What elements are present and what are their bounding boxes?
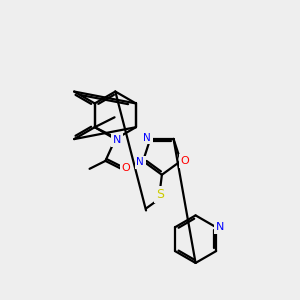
Text: N: N bbox=[113, 135, 122, 145]
Text: N: N bbox=[143, 133, 151, 143]
Text: O: O bbox=[180, 156, 189, 166]
Text: N: N bbox=[136, 157, 144, 167]
Text: N: N bbox=[216, 222, 224, 232]
Text: O: O bbox=[122, 163, 130, 173]
Text: S: S bbox=[156, 188, 164, 201]
